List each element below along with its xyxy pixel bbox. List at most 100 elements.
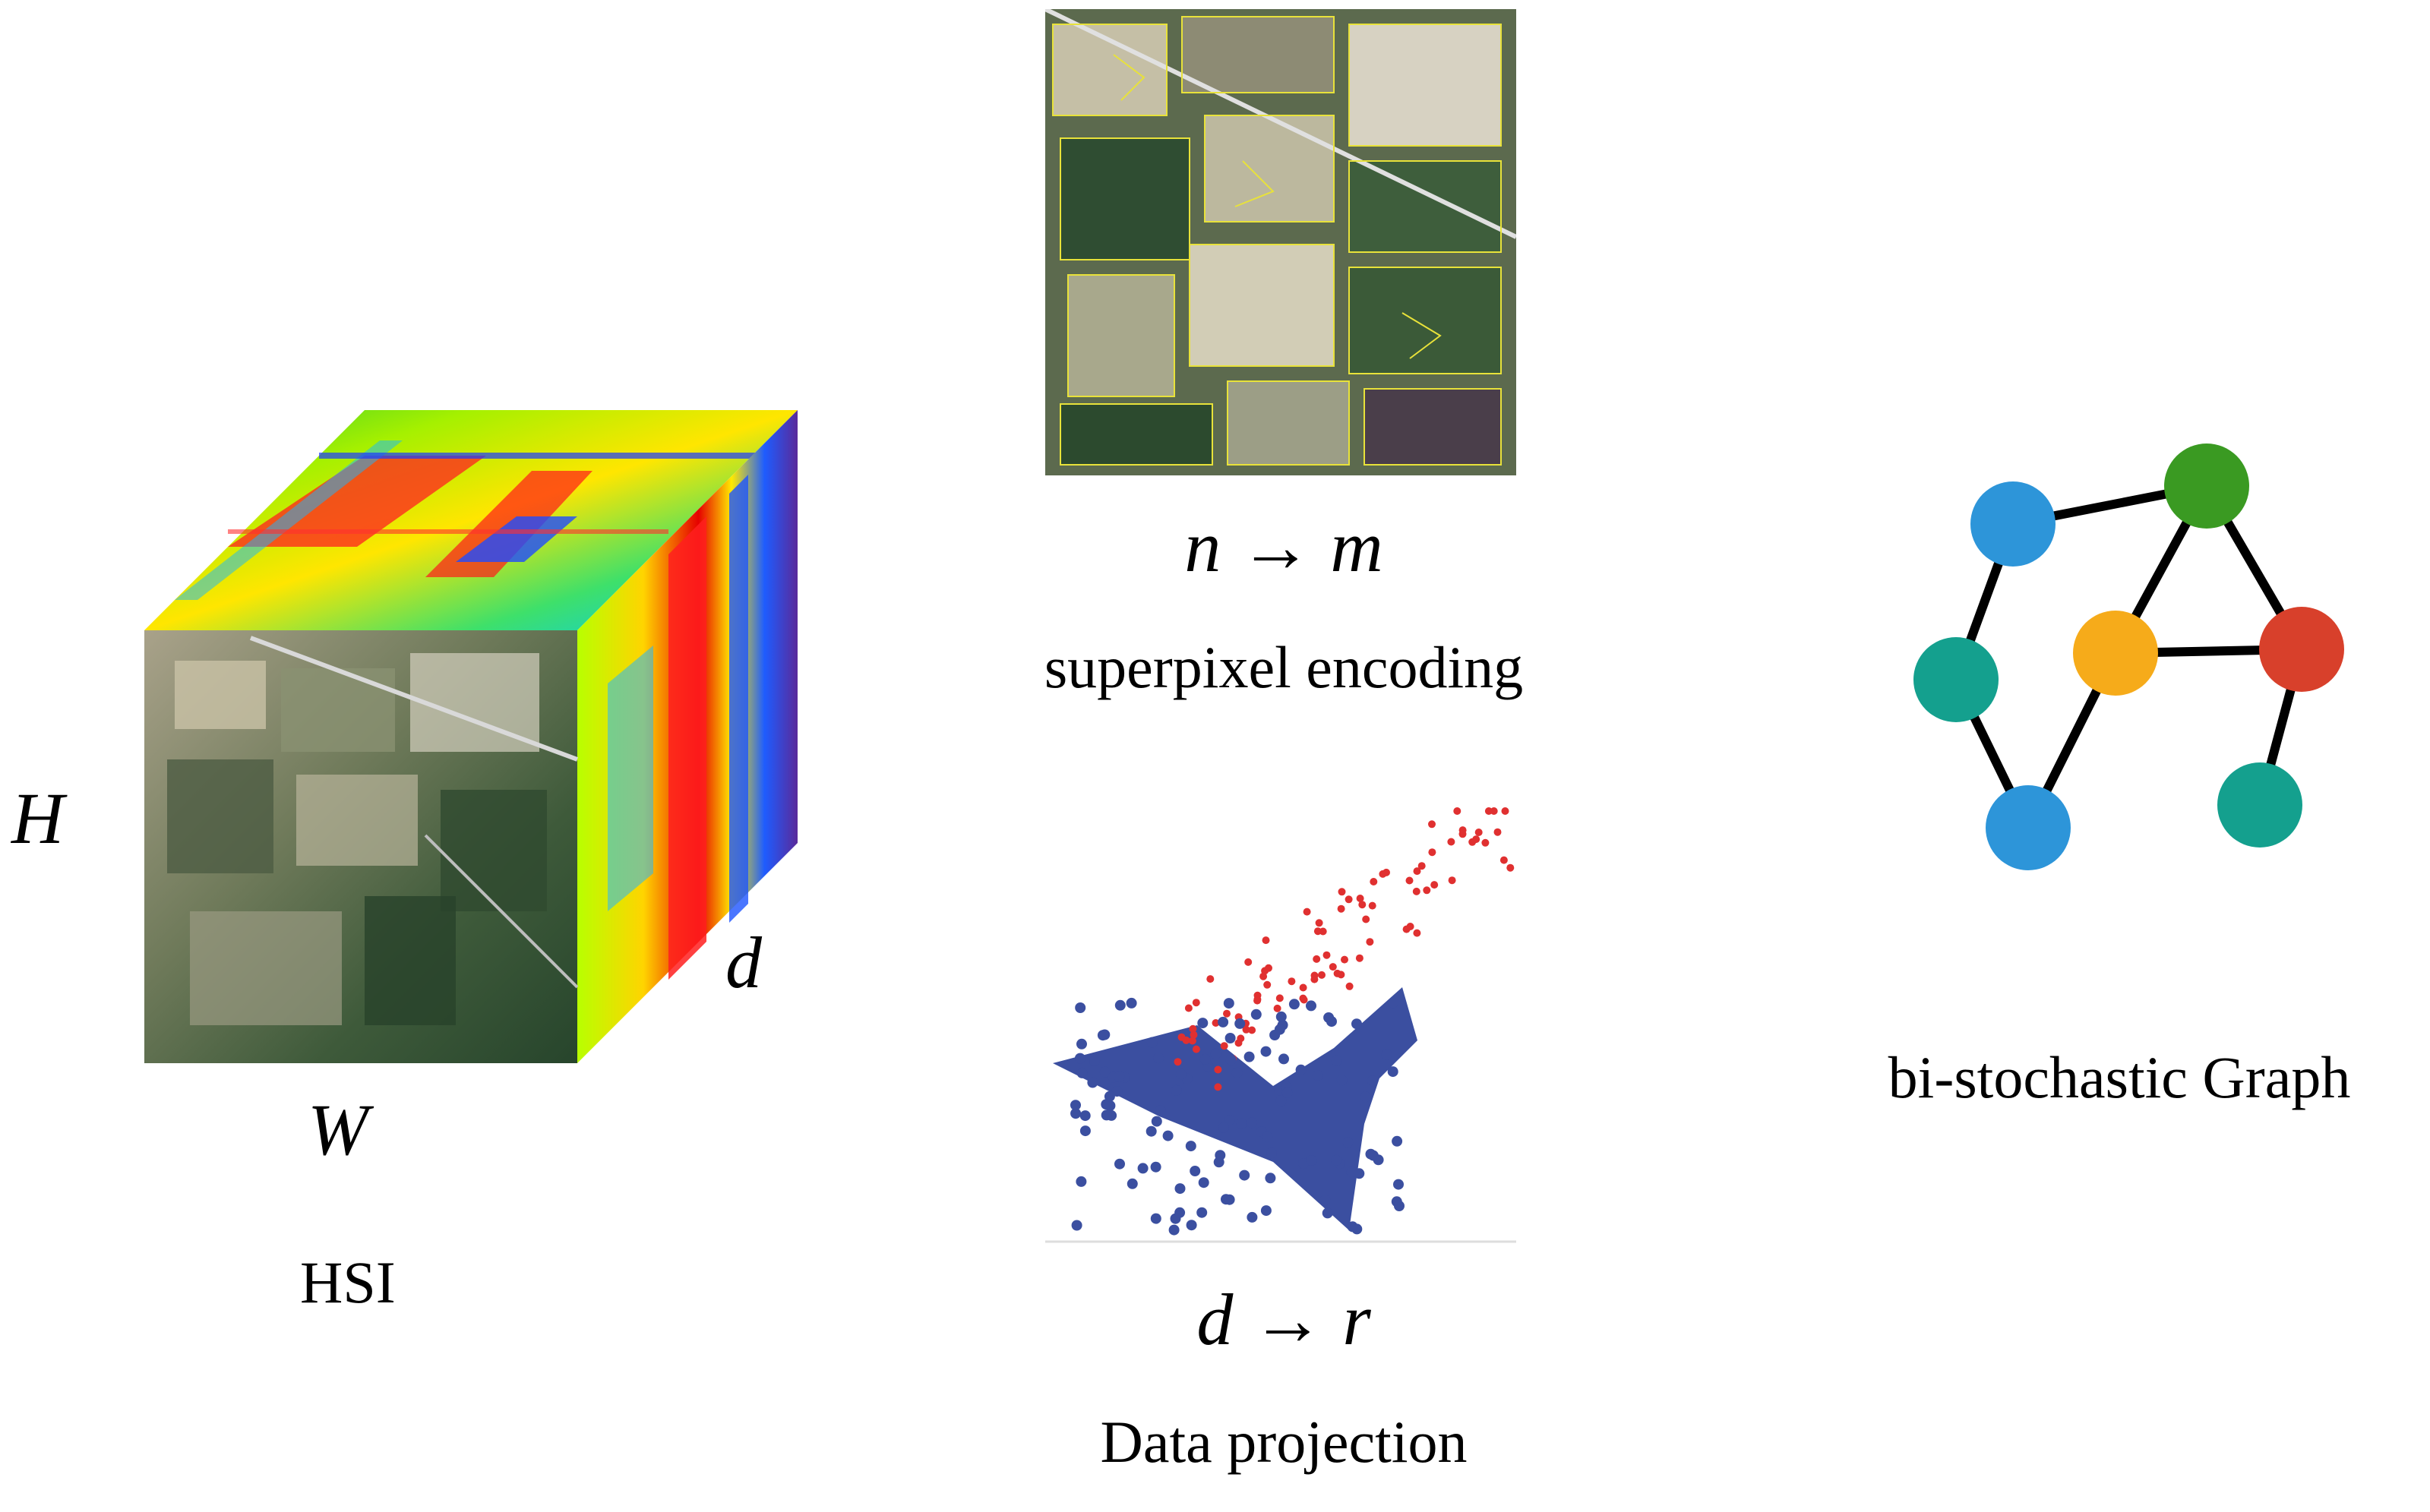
scatter-point-red (1174, 1058, 1182, 1066)
graph-node-teal-left (1913, 637, 1999, 722)
scatter-point-red (1313, 927, 1322, 936)
scatter-point-blue (1197, 1018, 1209, 1029)
graph-label: bi-stochastic Graph (1888, 1044, 2351, 1110)
scatter-point-blue (1127, 1178, 1138, 1189)
scatter-point-blue (1151, 1116, 1162, 1127)
scatter-point-red (1368, 901, 1376, 910)
scatter-point-red (1345, 982, 1354, 990)
scatter-point-blue (1360, 1091, 1371, 1103)
scatter-point-red (1310, 975, 1319, 983)
graph-node-orange (2073, 611, 2158, 696)
scatter-point-blue (1331, 1055, 1342, 1066)
scatter-point-red (1315, 919, 1323, 927)
scatter-point-red (1472, 835, 1480, 844)
scatter-point-blue (1155, 1105, 1166, 1116)
hsi-cube (144, 410, 798, 1063)
scatter-point-red (1244, 958, 1253, 966)
scatter-point-red (1288, 977, 1296, 986)
scatter-point-blue (1099, 1066, 1111, 1078)
scatter-point-red (1493, 828, 1502, 836)
scatter-point-red (1501, 807, 1509, 815)
scatter-point-blue (1373, 1154, 1384, 1166)
scatter-point-blue (1224, 1194, 1235, 1205)
bistochastic-graph (1913, 443, 2344, 870)
scatter-point-blue (1247, 1211, 1258, 1223)
scatter-point-red (1474, 829, 1483, 836)
scatter-point-blue (1275, 1011, 1287, 1022)
scatter-point-red (1189, 1024, 1197, 1033)
scatter-point-blue (1174, 1183, 1186, 1195)
superpixel-image (1045, 9, 1516, 475)
scatter-point-blue (1075, 1002, 1086, 1013)
scatter-point-blue (1071, 1220, 1082, 1231)
scatter-point-red (1362, 915, 1370, 923)
scatter-point-blue (1114, 999, 1126, 1011)
scatter-point-blue (1388, 997, 1398, 1009)
scatter-point-blue (1145, 1125, 1157, 1137)
scatter-point-red (1263, 980, 1272, 989)
scatter-point-red (1413, 867, 1421, 876)
hsi-label: HSI (300, 1249, 396, 1315)
scatter-point-blue (1275, 1095, 1287, 1106)
scatter-point-red (1234, 1039, 1243, 1047)
scatter-point-blue (1260, 1046, 1272, 1057)
scatter-point-red (1265, 964, 1272, 972)
scatter-point-blue (1288, 999, 1300, 1010)
scatter-point-blue (1175, 1069, 1187, 1080)
scatter-point-blue (1295, 1064, 1307, 1075)
scatter-point-blue (1224, 1115, 1235, 1125)
scatter-point-red (1453, 807, 1461, 815)
scatter-point-blue (1174, 1207, 1186, 1218)
scatter-point-red (1379, 870, 1387, 878)
scatter-point-red (1190, 1031, 1198, 1039)
scatter-point-red (1303, 908, 1311, 916)
scatter-point-blue (1218, 1122, 1229, 1133)
scatter-point-red (1275, 994, 1284, 1002)
width-symbol: W (308, 1089, 368, 1170)
scatter-point-blue (1223, 998, 1234, 1009)
scatter-point-blue (1162, 1130, 1174, 1141)
graph-node-blue-top (1970, 481, 2056, 567)
scatter-point-blue (1101, 1099, 1112, 1110)
scatter-point-blue (1342, 1137, 1354, 1148)
scatter-point-blue (1076, 1176, 1087, 1187)
scatter-point-blue (1234, 1018, 1246, 1029)
scatter-point-blue (1297, 1158, 1309, 1170)
scatter-point-red (1448, 876, 1456, 885)
depth-symbol: d (725, 922, 762, 1003)
scatter-point-blue (1265, 1173, 1276, 1184)
scatter-point-blue (1354, 1168, 1365, 1179)
scatter-point-blue (1076, 1067, 1088, 1078)
scatter-point-red (1262, 936, 1270, 945)
scatter-point-blue (1260, 1205, 1272, 1217)
scatter-point-blue (1306, 1000, 1316, 1012)
superpixel-formula: n → m (1184, 506, 1383, 587)
scatter-point-red (1214, 1065, 1222, 1074)
scatter-point-red (1428, 820, 1436, 829)
scatter-point-blue (1247, 1117, 1257, 1128)
scatter-point-red (1412, 887, 1420, 895)
scatter-point-red (1206, 975, 1215, 983)
scatter-point-blue (1087, 1077, 1098, 1088)
scatter-point-blue (1126, 997, 1137, 1009)
scatter-point-red (1370, 878, 1378, 885)
projection-scatter (1045, 807, 1516, 1243)
scatter-point-blue (1079, 1125, 1091, 1137)
scatter-point-red (1192, 1045, 1200, 1053)
scatter-point-blue (1114, 1071, 1125, 1082)
scatter-point-red (1322, 951, 1331, 959)
scatter-point-blue (1336, 1075, 1348, 1086)
scatter-point-red (1220, 1042, 1228, 1050)
scatter-point-red (1447, 838, 1455, 846)
scatter-point-blue (1168, 1224, 1180, 1236)
scatter-point-red (1499, 856, 1508, 864)
scatter-point-red (1406, 923, 1414, 930)
scatter-point-red (1248, 1026, 1256, 1034)
graph-node-blue-bottom (1986, 785, 2071, 870)
scatter-point-red (1259, 972, 1268, 980)
projection-label: Data projection (1100, 1409, 1468, 1475)
scatter-point-red (1313, 955, 1321, 963)
scatter-point-red (1506, 863, 1515, 872)
scatter-point-red (1358, 901, 1367, 909)
scatter-point-blue (1146, 1037, 1158, 1048)
